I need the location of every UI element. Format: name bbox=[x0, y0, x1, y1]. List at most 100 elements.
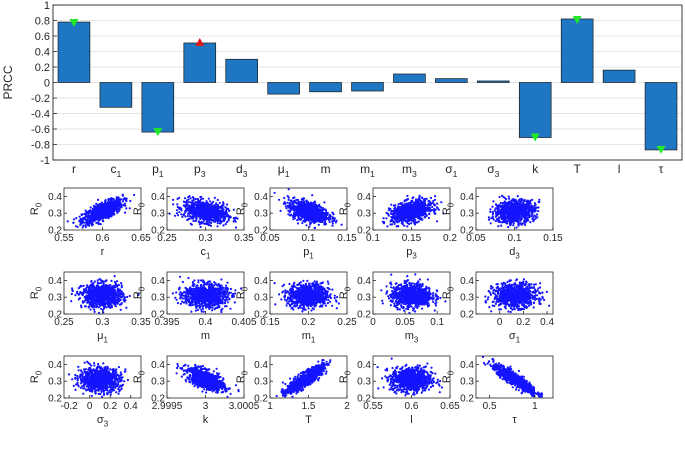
scatter-point bbox=[287, 213, 289, 215]
scatter-point bbox=[206, 216, 208, 218]
scatter-point bbox=[429, 210, 431, 212]
bar-category-label-1: c1 bbox=[111, 162, 122, 179]
scatter-point bbox=[329, 216, 331, 218]
scatter-point bbox=[405, 203, 407, 205]
scatter-point bbox=[172, 199, 174, 201]
scatter-point bbox=[518, 203, 520, 205]
scatter-point bbox=[84, 222, 86, 224]
scatter-y-axis-label-sub: 0 bbox=[447, 202, 456, 207]
bar-category-label-3: p3 bbox=[194, 162, 206, 179]
scatter-point bbox=[526, 207, 528, 209]
scatter-point bbox=[535, 215, 537, 217]
scatter-point bbox=[213, 220, 215, 222]
scatter-point bbox=[289, 210, 291, 212]
scatter-point bbox=[410, 214, 412, 216]
scatter-point bbox=[222, 224, 224, 226]
scatter-point bbox=[318, 204, 320, 206]
scatter-point bbox=[178, 197, 180, 199]
scatter-point bbox=[79, 219, 81, 221]
scatter-point bbox=[235, 226, 237, 228]
scatter-point bbox=[503, 207, 505, 209]
scatter-point bbox=[124, 197, 126, 199]
scatter-point bbox=[307, 201, 309, 203]
scatter-point bbox=[492, 213, 494, 215]
scatter-point bbox=[520, 200, 522, 202]
scatter-point bbox=[129, 295, 131, 297]
scatter-points bbox=[67, 194, 136, 229]
scatter-point bbox=[521, 198, 523, 200]
scatter-point bbox=[178, 211, 180, 213]
scatter-point bbox=[520, 217, 522, 219]
scatter-point bbox=[523, 206, 525, 208]
bar-category-label-8: m3 bbox=[402, 162, 417, 179]
scatter-point bbox=[308, 211, 310, 213]
scatter-point bbox=[89, 220, 91, 222]
bar-y-tick-label: 0.8 bbox=[35, 16, 50, 28]
scatter-point bbox=[515, 218, 517, 220]
scatter-point bbox=[93, 208, 95, 210]
scatter-y-tick-label: 0.3 bbox=[48, 209, 62, 220]
scatter-point bbox=[382, 217, 384, 219]
scatter-point bbox=[390, 204, 392, 206]
scatter-points bbox=[70, 275, 139, 314]
scatter-point bbox=[215, 217, 217, 219]
scatter-point bbox=[174, 215, 176, 217]
scatter-point bbox=[90, 218, 92, 220]
scatter-point bbox=[211, 214, 213, 216]
scatter-point bbox=[211, 203, 213, 205]
scatter-point bbox=[412, 211, 414, 213]
scatter-point bbox=[292, 203, 294, 205]
scatter-y-axis-label: R0 bbox=[338, 202, 353, 215]
bar-y-tick-label: -0.8 bbox=[31, 140, 50, 152]
scatter-y-axis-label-base: R bbox=[29, 207, 41, 215]
scatter-point bbox=[176, 209, 178, 211]
bar-category-label-6-base: m bbox=[321, 162, 331, 176]
scatter-point bbox=[214, 208, 216, 210]
scatter-point bbox=[397, 216, 399, 218]
scatter-point bbox=[218, 211, 220, 213]
scatter-point bbox=[524, 224, 526, 226]
scatter-point bbox=[416, 221, 418, 223]
scatter-point bbox=[219, 202, 221, 204]
scatter-point bbox=[421, 219, 423, 221]
scatter-point bbox=[408, 223, 410, 225]
scatter-point bbox=[189, 215, 191, 217]
scatter-point bbox=[187, 207, 189, 209]
scatter-point bbox=[226, 221, 228, 223]
scatter-point bbox=[303, 204, 305, 206]
scatter-point bbox=[404, 207, 406, 209]
scatter-point bbox=[124, 212, 126, 214]
scatter-point bbox=[209, 213, 211, 215]
scatter-point bbox=[415, 201, 417, 203]
scatter-point bbox=[324, 221, 326, 223]
scatter-point bbox=[409, 205, 411, 207]
prcc-bar-13 bbox=[603, 70, 635, 82]
scatter-y-tick-label: 0.3 bbox=[254, 209, 268, 220]
bar-category-label-7-sub: 1 bbox=[370, 169, 375, 179]
scatter-point bbox=[172, 203, 174, 205]
scatter-point bbox=[303, 197, 305, 199]
scatter-point bbox=[233, 217, 235, 219]
scatter-point bbox=[187, 219, 189, 221]
scatter-point bbox=[133, 194, 135, 196]
scatter-point bbox=[500, 205, 502, 207]
scatter-point bbox=[193, 209, 195, 211]
prcc-bar-1 bbox=[100, 83, 132, 108]
scatter-point bbox=[293, 197, 295, 199]
scatter-point bbox=[208, 221, 210, 223]
scatter-point bbox=[206, 223, 208, 225]
scatter-point bbox=[396, 225, 398, 227]
scatter-point bbox=[89, 209, 91, 211]
bar-y-tick-label: -1 bbox=[40, 155, 50, 167]
scatter-point bbox=[308, 208, 310, 210]
bar-y-axis-label: PRCC bbox=[1, 65, 15, 99]
scatter-point bbox=[509, 221, 511, 223]
scatter-point bbox=[385, 217, 387, 219]
scatter-point bbox=[431, 206, 433, 208]
scatter-point bbox=[309, 214, 311, 216]
scatter-point bbox=[213, 218, 215, 220]
scatter-point bbox=[417, 205, 419, 207]
scatter-point bbox=[413, 208, 415, 210]
scatter-point bbox=[99, 278, 101, 280]
